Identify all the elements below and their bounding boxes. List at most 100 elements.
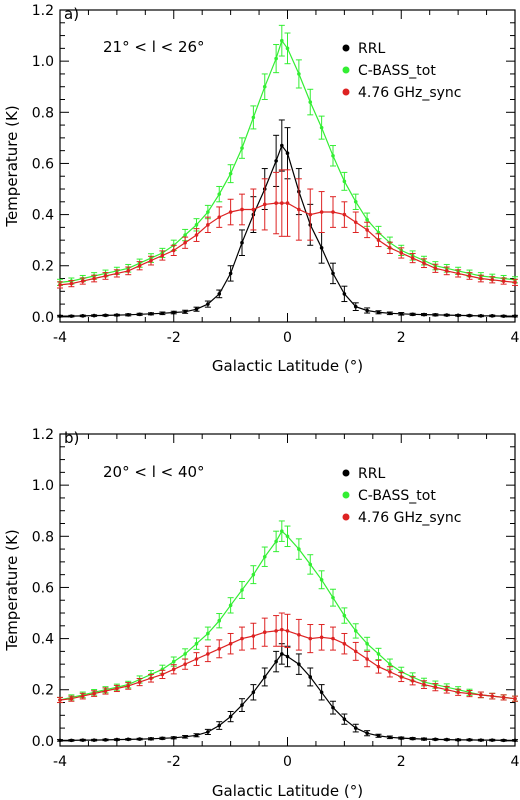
data-point [501,695,506,700]
data-point [342,179,347,184]
data-point [501,314,506,318]
data-point [297,207,301,212]
data-point [331,153,335,158]
data-point [171,736,176,740]
series-line [59,39,516,283]
legend-label: RRL [358,41,385,57]
data-point [137,263,142,268]
data-point [228,641,233,646]
series-line [59,530,516,701]
panel-label: b) [64,429,79,447]
data-point [319,246,324,250]
y-tick-label: 0.2 [32,683,54,699]
legend-marker [342,491,350,499]
data-point [217,292,222,296]
data-point [297,72,301,76]
data-point [433,737,438,742]
data-point [422,682,426,687]
data-point [240,588,244,592]
legend-marker [342,66,350,74]
x-tick-label: -2 [167,330,181,346]
data-point [103,689,108,693]
data-point [228,171,233,176]
legend-marker [342,469,350,477]
data-point [160,672,165,677]
data-point [274,159,278,163]
y-tick-label: 0.0 [32,734,54,750]
data-point [171,659,176,664]
data-point [365,308,369,313]
data-point [422,737,426,741]
series-line [59,202,516,286]
data-point [365,217,369,222]
data-point [228,714,233,719]
data-point [171,310,176,315]
y-tick-label: 0.6 [32,580,54,596]
data-point [319,690,324,695]
data-point [422,312,426,317]
data-point [490,738,495,742]
data-point [285,201,290,205]
x-tick-label: 0 [283,330,292,346]
y-tick-label: 1.2 [32,427,54,443]
data-point [262,630,267,634]
data-point [92,691,96,696]
data-point [410,678,415,683]
data-point [365,228,369,232]
data-point [183,734,187,739]
data-point [319,577,324,582]
data-point [80,279,85,283]
data-point [308,562,313,567]
x-tick-label: 4 [511,330,520,346]
data-point [490,278,495,282]
data-point [479,738,483,742]
y-tick-label: 1.2 [32,3,54,19]
data-point [58,698,62,702]
x-tick-label: 0 [283,754,292,770]
data-point [103,313,108,318]
legend-marker [342,513,350,521]
y-tick-label: 1.0 [32,478,54,494]
data-point [399,312,404,316]
data-point [444,269,449,273]
data-point [365,657,369,661]
series-line [60,653,515,741]
data-point [58,314,62,318]
legend-label: C-BASS_tot [358,63,436,79]
data-point [240,207,244,212]
data-point [319,125,324,130]
data-point [149,258,153,263]
x-tick-label: -2 [167,754,181,770]
data-point [353,726,358,730]
data-point [376,664,381,669]
data-point [251,572,256,577]
data-point [115,313,119,317]
data-point [280,652,284,656]
data-point [92,276,96,281]
data-point [58,283,62,287]
panel-a: -4 -2 0 2 4 0.0 0.2 0.4 0.6 0.8 1.0 1.2 Galactic Lat… [3,3,520,375]
data-point [319,635,324,640]
data-point [331,636,335,641]
data-point [444,687,449,692]
data-point [467,274,472,278]
data-point [490,694,495,698]
data-point [251,115,256,120]
legend-label: RRL [358,466,385,482]
data-point [280,529,284,533]
data-point [274,539,278,544]
series-line [59,628,516,701]
data-point [467,691,472,696]
data-point [422,261,426,265]
data-point [308,636,313,641]
legend-label: C-BASS_tot [358,488,436,504]
data-point [262,84,267,89]
data-point [262,202,267,207]
data-point [194,733,199,738]
data-point [80,314,85,318]
data-point [456,271,460,276]
longitude-range-label: 21° < l < 26° [103,38,205,56]
data-point [410,736,415,741]
data-point [183,652,187,656]
